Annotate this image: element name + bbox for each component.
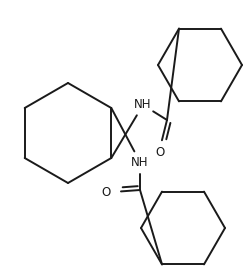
- Text: O: O: [102, 185, 110, 199]
- Text: O: O: [156, 147, 164, 159]
- Text: NH: NH: [131, 155, 149, 169]
- Text: NH: NH: [134, 99, 152, 111]
